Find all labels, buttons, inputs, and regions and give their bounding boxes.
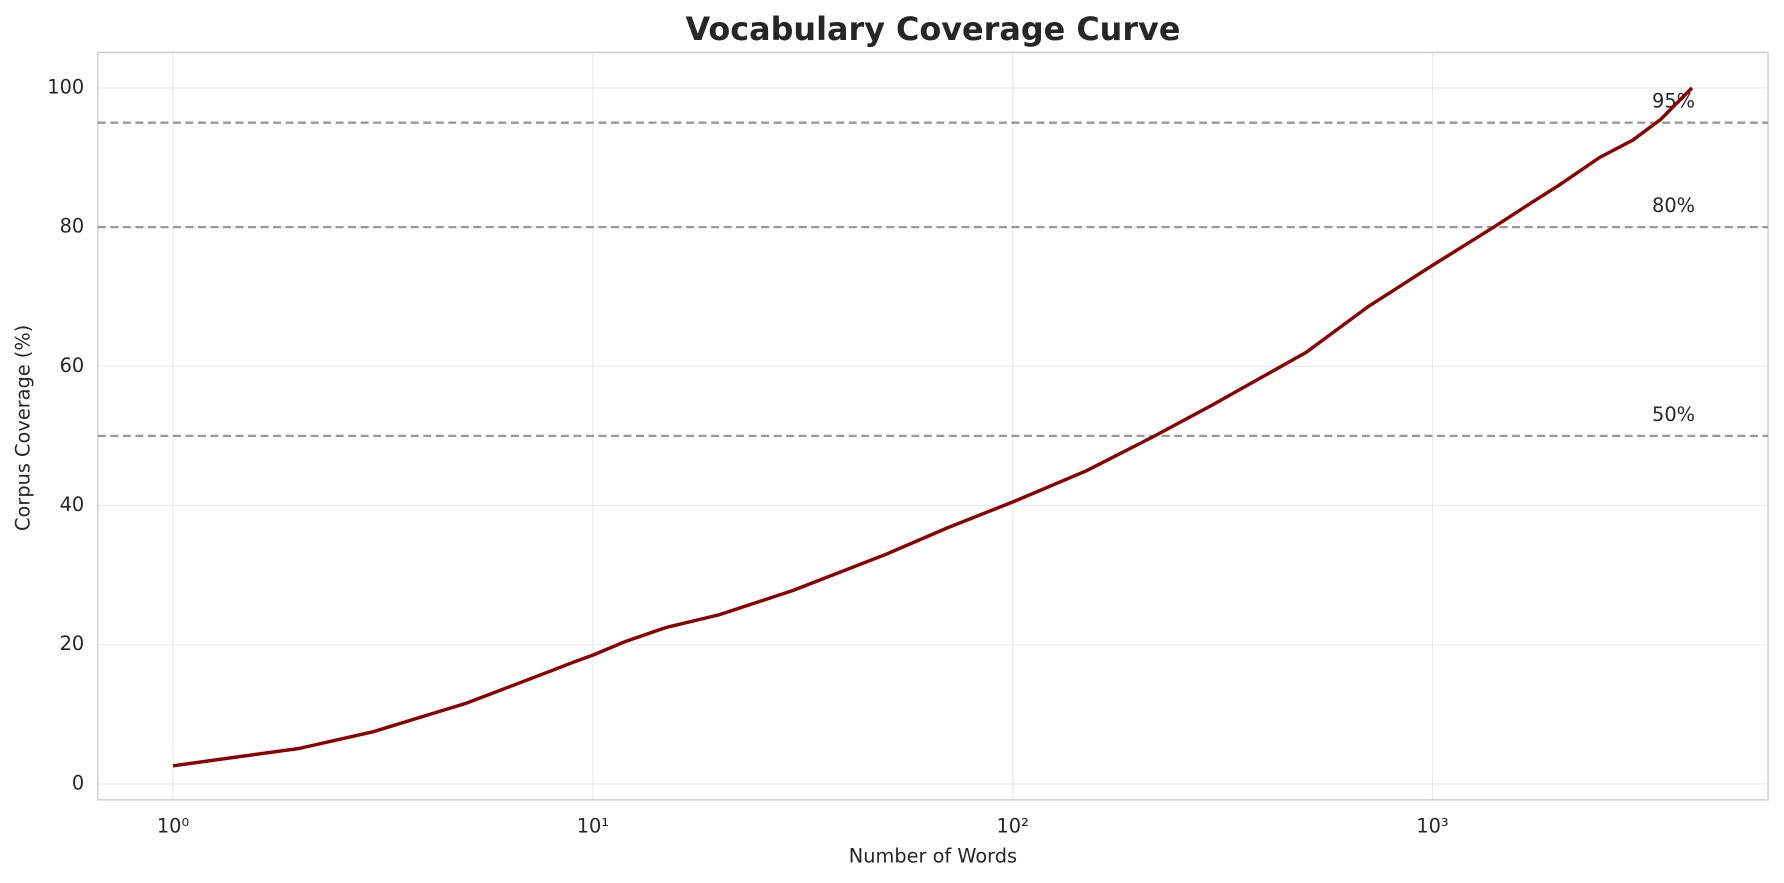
y-axis-label: Corpus Coverage (%) <box>11 325 34 531</box>
plot-frame <box>97 51 1769 801</box>
x-tick-label: 10⁰ <box>157 815 190 838</box>
y-tick-label: 100 <box>47 75 84 98</box>
y-tick-label: 40 <box>60 493 85 516</box>
x-axis-label: Number of Words <box>849 844 1017 867</box>
y-tick-label: 60 <box>60 354 85 377</box>
y-tick-label: 0 <box>72 771 84 794</box>
x-tick-label: 10¹ <box>577 815 609 838</box>
y-tick-label: 20 <box>60 632 85 655</box>
chart-title: Vocabulary Coverage Curve <box>685 10 1180 48</box>
data-line <box>172 86 1694 768</box>
x-tick-label: 10³ <box>1416 815 1448 838</box>
reference-label: 80% <box>1652 194 1695 217</box>
y-tick-label: 80 <box>60 215 85 238</box>
reference-label: 50% <box>1652 403 1695 426</box>
x-tick-label: 10² <box>997 815 1029 838</box>
